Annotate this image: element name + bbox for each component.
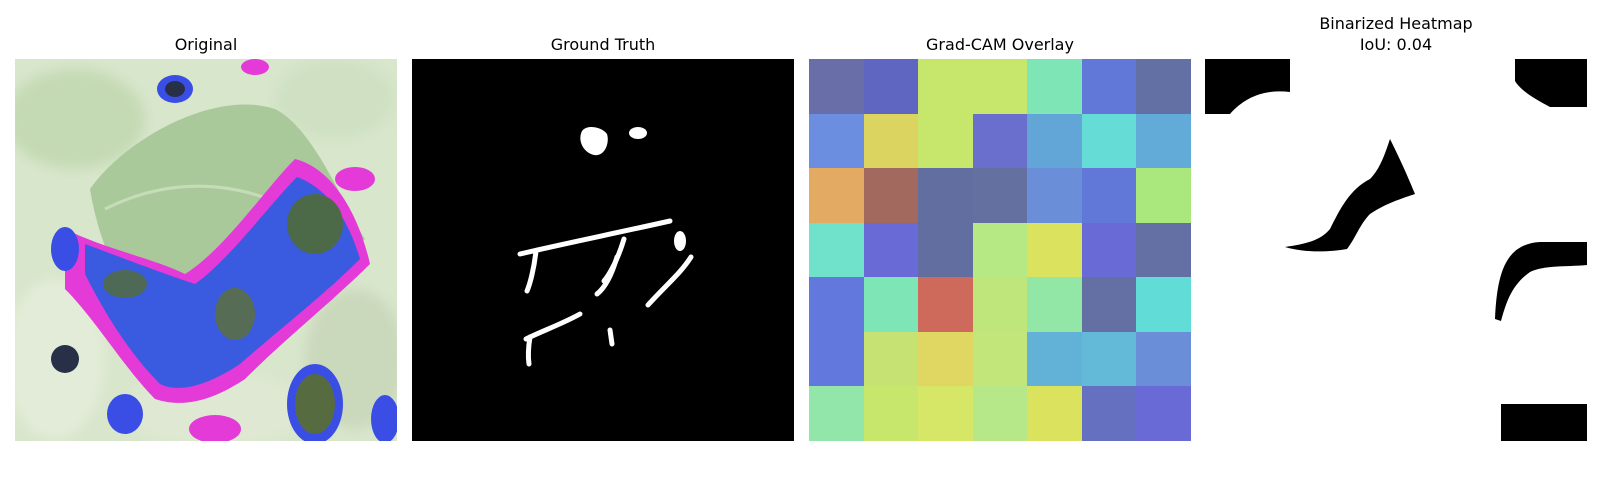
gradcam-cell	[973, 332, 1028, 387]
gradcam-cell	[1082, 332, 1137, 387]
gradcam-cell	[973, 277, 1028, 332]
gradcam-cell	[1082, 59, 1137, 114]
gradcam-cell	[1027, 332, 1082, 387]
gradcam-cell	[1136, 332, 1191, 387]
gradcam-cell	[973, 386, 1028, 441]
gradcam-cell	[864, 386, 919, 441]
gradcam-cell	[1027, 386, 1082, 441]
gradcam-cell	[918, 59, 973, 114]
gradcam-cell	[864, 277, 919, 332]
gradcam-cell	[1027, 223, 1082, 278]
gradcam-cell	[864, 168, 919, 223]
gradcam-cell	[809, 223, 864, 278]
gradcam-cell	[918, 386, 973, 441]
gradcam-cell	[1136, 277, 1191, 332]
gradcam-cell	[973, 168, 1028, 223]
ground-truth-mask	[412, 59, 794, 441]
gradcam-cell	[864, 114, 919, 169]
gradcam-cell	[864, 223, 919, 278]
ground-truth-title: Ground Truth	[412, 35, 794, 54]
gradcam-cell	[809, 59, 864, 114]
gradcam-cell	[864, 332, 919, 387]
gradcam-cell	[1136, 386, 1191, 441]
gradcam-cell	[918, 277, 973, 332]
original-title: Original	[15, 35, 397, 54]
gradcam-cell	[864, 59, 919, 114]
gradcam-cell	[918, 168, 973, 223]
gradcam-grid	[809, 59, 1191, 441]
gradcam-title: Grad-CAM Overlay	[809, 35, 1191, 54]
gradcam-cell	[1136, 59, 1191, 114]
gradcam-cell	[809, 277, 864, 332]
gradcam-cell	[1027, 59, 1082, 114]
gradcam-overlay	[809, 59, 1191, 441]
gradcam-cell	[973, 59, 1028, 114]
gradcam-cell	[809, 386, 864, 441]
gradcam-cell	[809, 168, 864, 223]
binarized-heatmap	[1205, 59, 1587, 441]
gradcam-cell	[1136, 168, 1191, 223]
binarized-title: Binarized Heatmap	[1205, 14, 1587, 33]
gradcam-cell	[918, 332, 973, 387]
gradcam-cell	[1082, 114, 1137, 169]
gradcam-cell	[973, 114, 1028, 169]
gradcam-cell	[809, 332, 864, 387]
gradcam-cell	[918, 114, 973, 169]
gradcam-cell	[1136, 114, 1191, 169]
gradcam-cell	[1082, 223, 1137, 278]
gradcam-cell	[1136, 223, 1191, 278]
gradcam-cell	[1082, 277, 1137, 332]
gradcam-cell	[918, 223, 973, 278]
gradcam-cell	[1027, 114, 1082, 169]
gradcam-cell	[1082, 386, 1137, 441]
original-image	[15, 59, 397, 441]
gradcam-cell	[973, 223, 1028, 278]
gradcam-cell	[1027, 277, 1082, 332]
iou-label: IoU: 0.04	[1205, 35, 1587, 54]
gradcam-cell	[1082, 168, 1137, 223]
gradcam-cell	[809, 114, 864, 169]
gradcam-cell	[1027, 168, 1082, 223]
